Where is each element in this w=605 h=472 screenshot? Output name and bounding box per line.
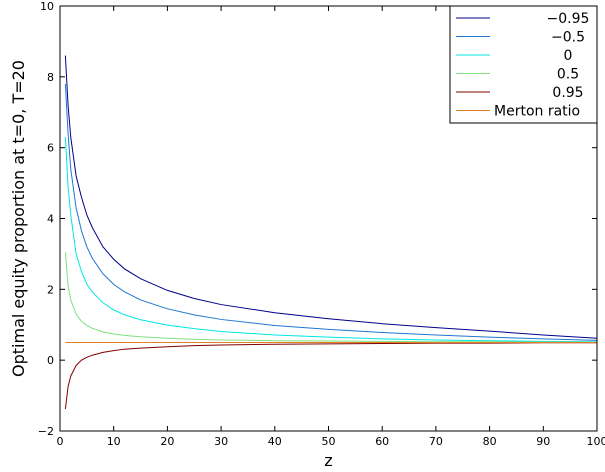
- x-tick-label: 80: [483, 435, 497, 448]
- x-tick-label: 50: [322, 435, 336, 448]
- x-tick-label: 20: [160, 435, 174, 448]
- legend-label-2: 0: [564, 48, 573, 64]
- series-layer: [64, 55, 597, 410]
- x-tick-label: 0: [57, 435, 64, 448]
- x-tick-label: 100: [587, 435, 605, 448]
- y-tick-label: 2: [47, 283, 54, 296]
- legend-label-1: −0.5: [551, 30, 585, 46]
- y-tick-label: 6: [47, 142, 54, 155]
- x-axis-label: z: [324, 451, 332, 470]
- legend-box: [449, 5, 598, 124]
- legend-label-5: Merton ratio: [494, 104, 580, 120]
- x-tick-label: 10: [107, 435, 121, 448]
- series-line-1: [64, 83, 597, 341]
- y-axis-label: Optimal equity proportion at t=0, T=20: [9, 60, 28, 377]
- y-tick-label: 4: [47, 213, 54, 226]
- x-tick-label: 90: [536, 435, 550, 448]
- series-line-0: [64, 55, 597, 339]
- legend: −0.95 −0.5 0 0.5 0.95 Merton ratio: [449, 5, 598, 124]
- y-tick-label: −2: [38, 425, 54, 438]
- legend-label-3: 0.5: [557, 67, 579, 83]
- legend-label-0: −0.95: [547, 11, 590, 27]
- y-tick-label: 8: [47, 71, 54, 84]
- y-tick-label: 0: [47, 354, 54, 367]
- series-line-2: [64, 137, 597, 343]
- y-tick-label: 10: [40, 0, 54, 13]
- x-tick-label: 60: [375, 435, 389, 448]
- x-tick-label: 70: [429, 435, 443, 448]
- x-tick-label: 40: [268, 435, 282, 448]
- legend-label-4: 0.95: [552, 85, 583, 101]
- series-line-3: [64, 252, 597, 343]
- series-line-4: [64, 342, 597, 410]
- x-tick-label: 30: [214, 435, 228, 448]
